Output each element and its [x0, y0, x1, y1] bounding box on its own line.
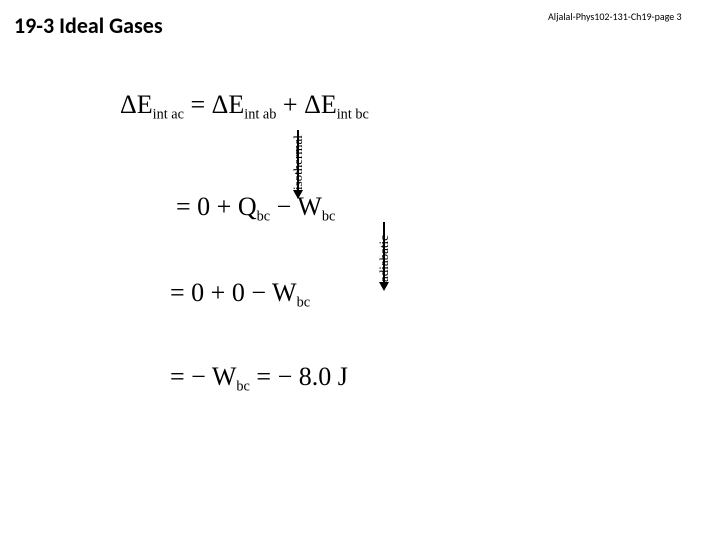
equation-line: = 0 + Qbc − Wbc: [176, 192, 335, 226]
process-label: isothermal: [290, 135, 306, 190]
equation-line: = − Wbc = − 8.0 J: [170, 362, 348, 396]
equation-line: ΔEint ac = ΔEint ab + ΔEint bc: [120, 90, 369, 124]
slide: 19-3 Ideal Gases Aljalal-Phys102-131-Ch1…: [0, 0, 720, 540]
section-title: 19-3 Ideal Gases: [14, 12, 163, 39]
page-reference: Aljalal-Phys102-131-Ch19-page 3: [548, 10, 682, 23]
equation-line: = 0 + 0 − Wbc: [170, 278, 310, 312]
process-label: adiabatic: [376, 235, 392, 282]
